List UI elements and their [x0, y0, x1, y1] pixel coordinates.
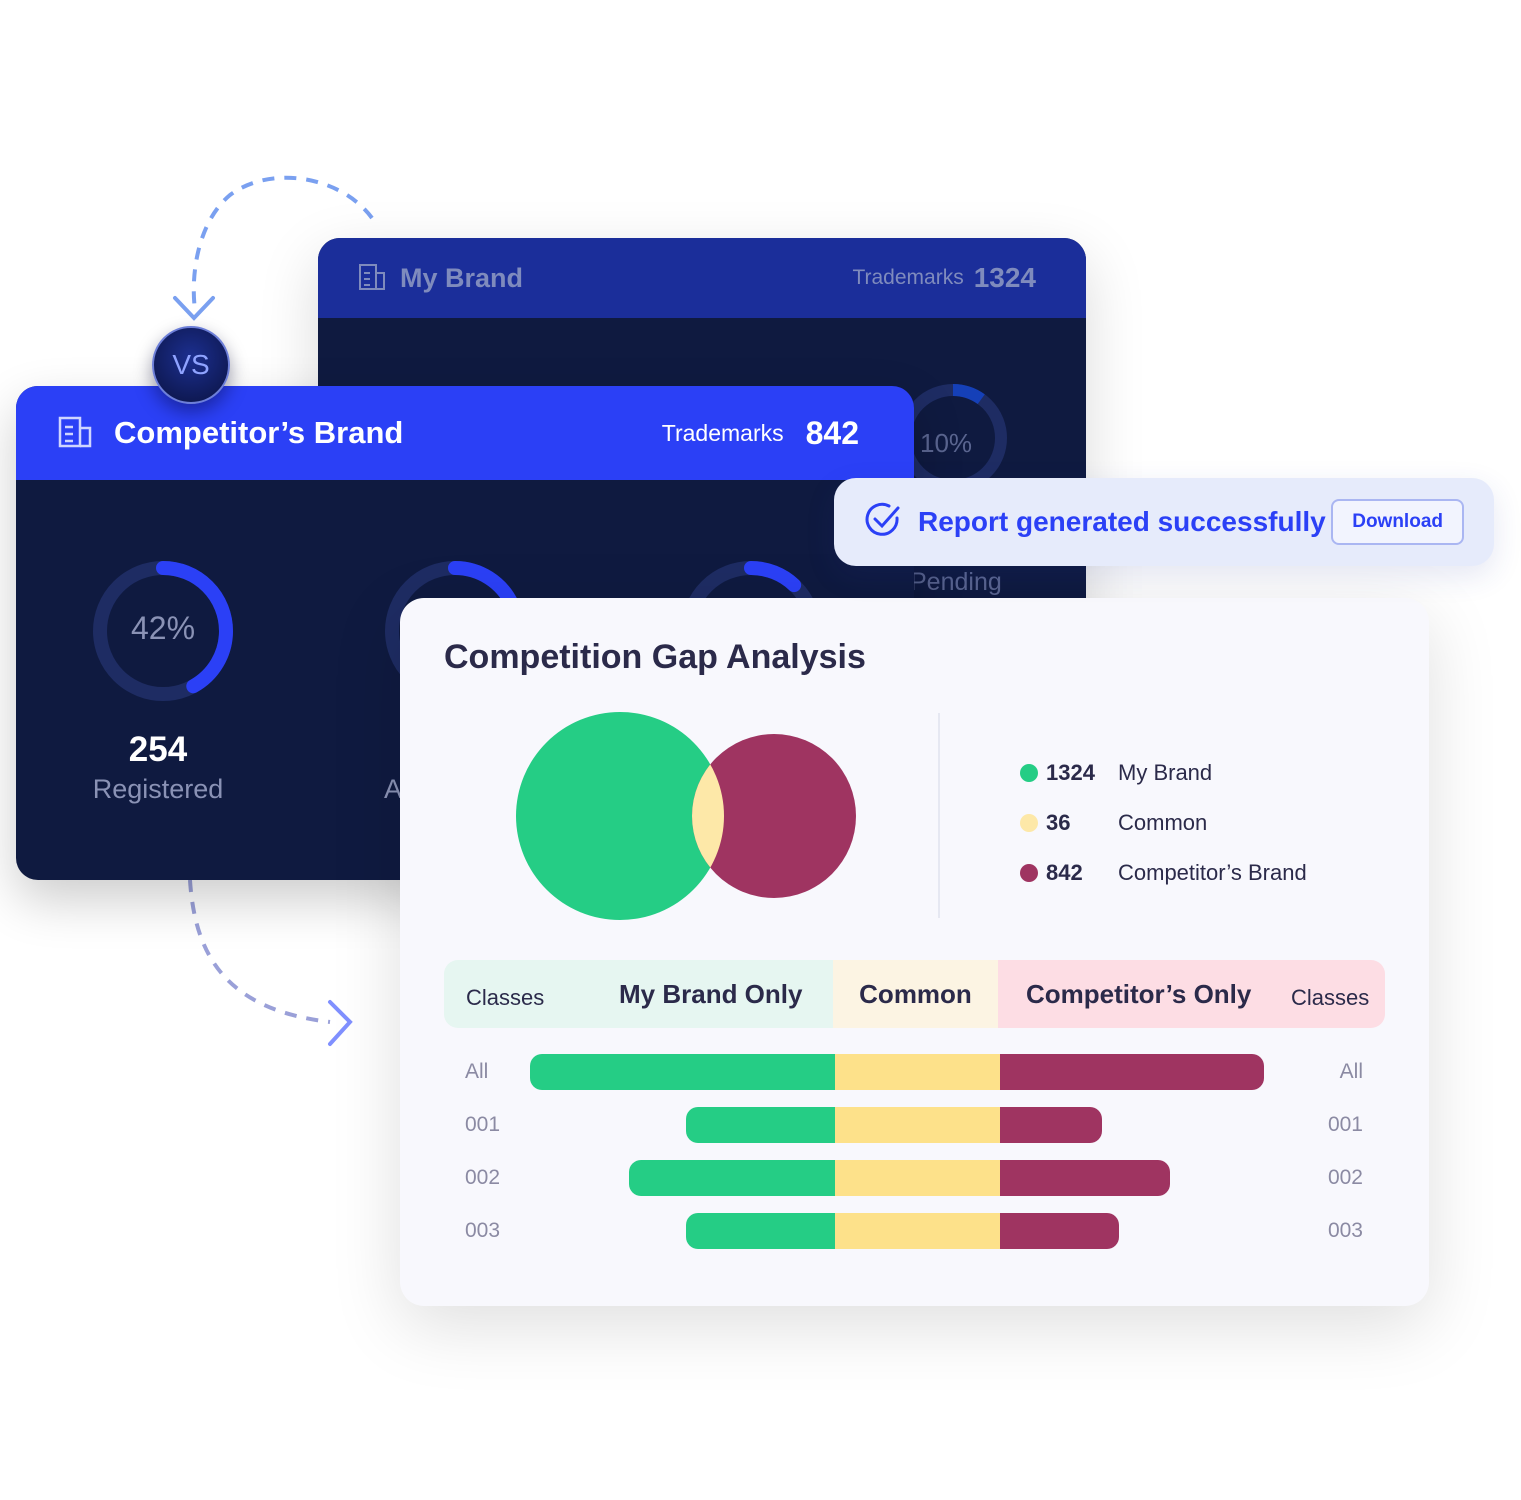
header-my-only: My Brand Only: [619, 978, 803, 1009]
trademarks-label: Trademarks: [661, 419, 784, 446]
pending-label: Pending: [910, 568, 1002, 596]
trademarks-count: 1324: [973, 262, 1036, 293]
header-common: Common: [833, 960, 998, 1028]
row-label-left: 003: [465, 1219, 501, 1242]
bar-my-001: [686, 1107, 835, 1143]
stat-label-2: A: [384, 774, 403, 804]
trademarks-count: 842: [805, 414, 859, 451]
registered-count: 254: [128, 730, 188, 769]
header-classes-right: Classes: [1291, 985, 1370, 1010]
row-label-right: 003: [1327, 1219, 1363, 1242]
row-label-left: 002: [465, 1166, 501, 1189]
venn-competitor: [692, 734, 856, 898]
bar-common-003: [835, 1213, 1000, 1249]
header-comp-section: Competitor’s Only Classes: [998, 960, 1385, 1028]
registered-percent: 42%: [130, 610, 196, 646]
bar-my-002: [629, 1160, 835, 1196]
bar-comp-003: [1000, 1213, 1119, 1249]
registered-label: Registered: [92, 774, 224, 804]
registered-donut: [93, 561, 233, 701]
dot-icon: [1020, 814, 1038, 832]
building-icon: [358, 261, 386, 296]
building-icon: [58, 414, 94, 453]
pending-percent: 10%: [920, 428, 973, 458]
divider: [938, 713, 940, 918]
competitor-header: Competitor’s Brand Trademarks 842: [16, 386, 914, 480]
download-button[interactable]: Download: [1331, 499, 1464, 545]
legend-my-brand: 1324 My Brand: [1020, 748, 1307, 798]
bar-common-001: [835, 1107, 1000, 1143]
bar-comp-All: [1000, 1054, 1264, 1090]
row-label-left: 001: [465, 1113, 501, 1136]
competitor-title: Competitor’s Brand: [114, 415, 404, 450]
dot-icon: [1020, 864, 1038, 882]
legend-count: 842: [1046, 860, 1083, 885]
header-my-section: Classes My Brand Only: [444, 960, 833, 1028]
venn-diagram: [516, 712, 856, 920]
dot-icon: [1020, 764, 1038, 782]
bar-comp-001: [1000, 1107, 1102, 1143]
bar-common-002: [835, 1160, 1000, 1196]
my-brand-header: My Brand Trademarks 1324: [318, 238, 1086, 318]
my-brand-title: My Brand: [400, 262, 524, 293]
row-label-right: 002: [1327, 1166, 1363, 1189]
legend-count: 36: [1046, 810, 1071, 835]
bar-my-003: [686, 1213, 835, 1249]
legend-label: Common: [1118, 810, 1208, 835]
gap-title: Competition Gap Analysis: [444, 638, 866, 676]
arrow-top: [191, 175, 374, 311]
legend-common: 36 Common: [1020, 798, 1307, 848]
trademarks-label: Trademarks: [852, 266, 964, 289]
header-comp-only: Competitor’s Only: [1026, 978, 1252, 1009]
bar-comp-002: [1000, 1160, 1170, 1196]
gap-table-header: Classes My Brand Only Common Competitor’…: [444, 960, 1385, 1028]
venn-legend: 1324 My Brand 36 Common 842 Competitor’s Br…: [1020, 748, 1307, 898]
venn-my-brand: [516, 712, 724, 920]
row-label-right: 001: [1327, 1113, 1363, 1136]
header-classes-left: Classes: [466, 985, 545, 1010]
bar-common-All: [835, 1054, 1000, 1090]
toast-message: Report generated successfully: [918, 506, 1326, 537]
vs-badge: VS: [152, 326, 230, 404]
success-toast: Report generated successfully Download: [834, 478, 1494, 566]
legend-count: 1324: [1046, 760, 1095, 785]
row-label-right: All: [1339, 1060, 1363, 1083]
legend-label: Competitor’s Brand: [1118, 860, 1307, 885]
legend-competitor: 842 Competitor’s Brand: [1020, 848, 1307, 898]
arrow-bottom: [188, 879, 331, 1024]
row-label-left: All: [465, 1060, 489, 1083]
check-circle-icon: [864, 501, 902, 544]
legend-label: My Brand: [1118, 760, 1213, 785]
bar-my-All: [530, 1054, 835, 1090]
gap-analysis-card: Competition Gap Analysis 1324 My Brand 36…: [400, 598, 1429, 1306]
